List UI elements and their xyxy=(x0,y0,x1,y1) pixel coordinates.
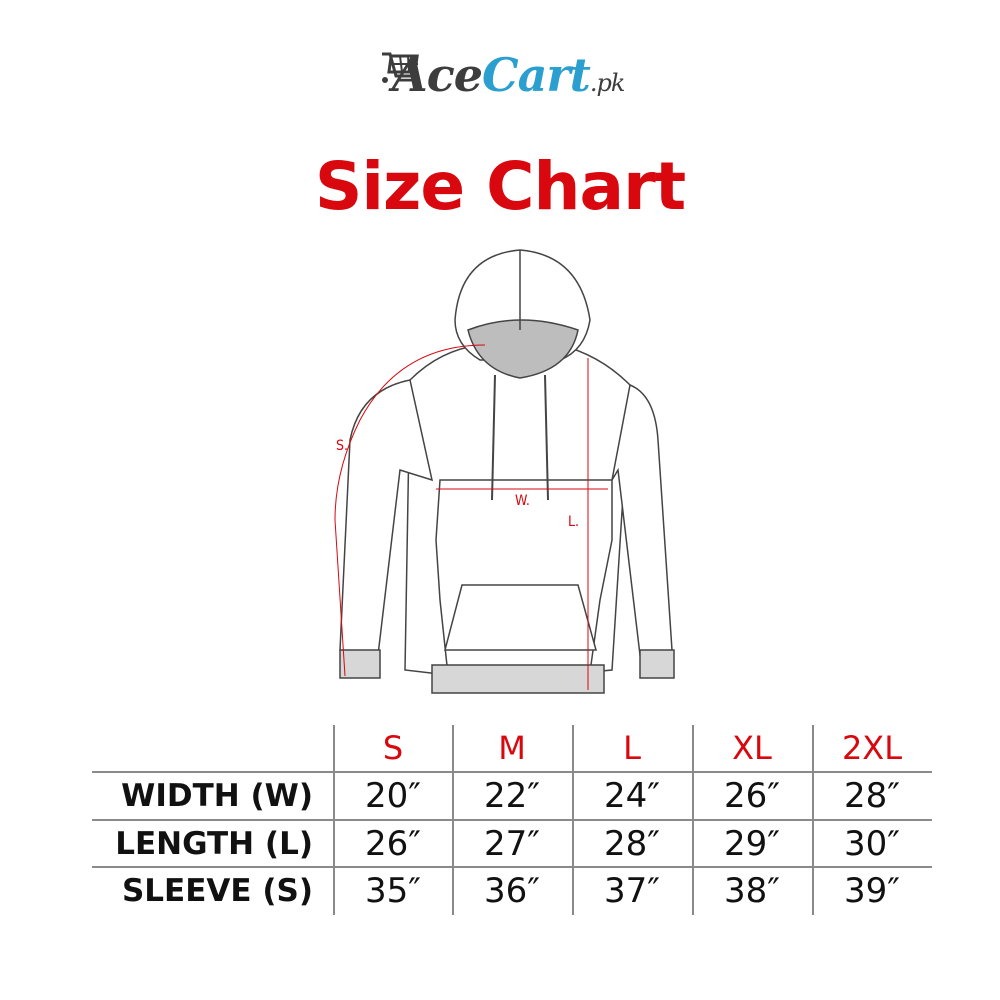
table-cell: 27″ xyxy=(484,823,540,864)
divider xyxy=(452,725,454,915)
width-measure-label: W. xyxy=(515,493,530,509)
table-cell: 38″ xyxy=(724,871,780,911)
length-measure-label: L. xyxy=(568,514,580,530)
size-header-xl: XL xyxy=(732,729,772,767)
row-label-length: LENGTH (L) xyxy=(115,825,313,862)
sleeve-measure-label: S. xyxy=(336,438,348,454)
acecart-logo: AceCart.pk xyxy=(380,48,660,112)
divider xyxy=(92,771,932,773)
table-cell: 26″ xyxy=(724,776,780,816)
size-header-m: M xyxy=(498,729,526,767)
logo-ace-text: Ace xyxy=(392,48,483,102)
shopping-cart-icon xyxy=(382,52,419,83)
divider xyxy=(92,866,932,868)
logo-cart-text: Cart xyxy=(481,48,591,102)
table-cell: 28″ xyxy=(844,776,900,816)
page-title: Size Chart xyxy=(314,148,686,225)
size-header-s: S xyxy=(382,729,404,767)
row-label-sleeve: SLEEVE (S) xyxy=(121,873,313,909)
table-cell: 37″ xyxy=(604,871,660,911)
table-cell: 20″ xyxy=(365,776,421,816)
size-header-l: L xyxy=(623,729,641,767)
divider xyxy=(812,725,814,915)
table-cell: 39″ xyxy=(844,871,900,911)
table-cell: 29″ xyxy=(724,823,780,864)
divider xyxy=(692,725,694,915)
divider xyxy=(333,725,335,915)
table-cell: 30″ xyxy=(844,823,900,864)
table-cell: 26″ xyxy=(365,823,421,864)
divider xyxy=(572,725,574,915)
table-cell: 35″ xyxy=(365,871,421,911)
table-cell: 36″ xyxy=(484,871,540,911)
row-label-width: WIDTH (W) xyxy=(121,778,313,814)
logo-pk-text: .pk xyxy=(589,69,626,97)
table-cell: 24″ xyxy=(604,776,660,816)
table-cell: 28″ xyxy=(604,823,660,864)
hoodie-diagram: S. W. L. xyxy=(320,240,680,700)
table-cell: 22″ xyxy=(484,776,540,816)
size-header-2xl: 2XL xyxy=(841,729,903,767)
divider xyxy=(92,819,932,821)
hoodie-illustration xyxy=(334,249,675,694)
